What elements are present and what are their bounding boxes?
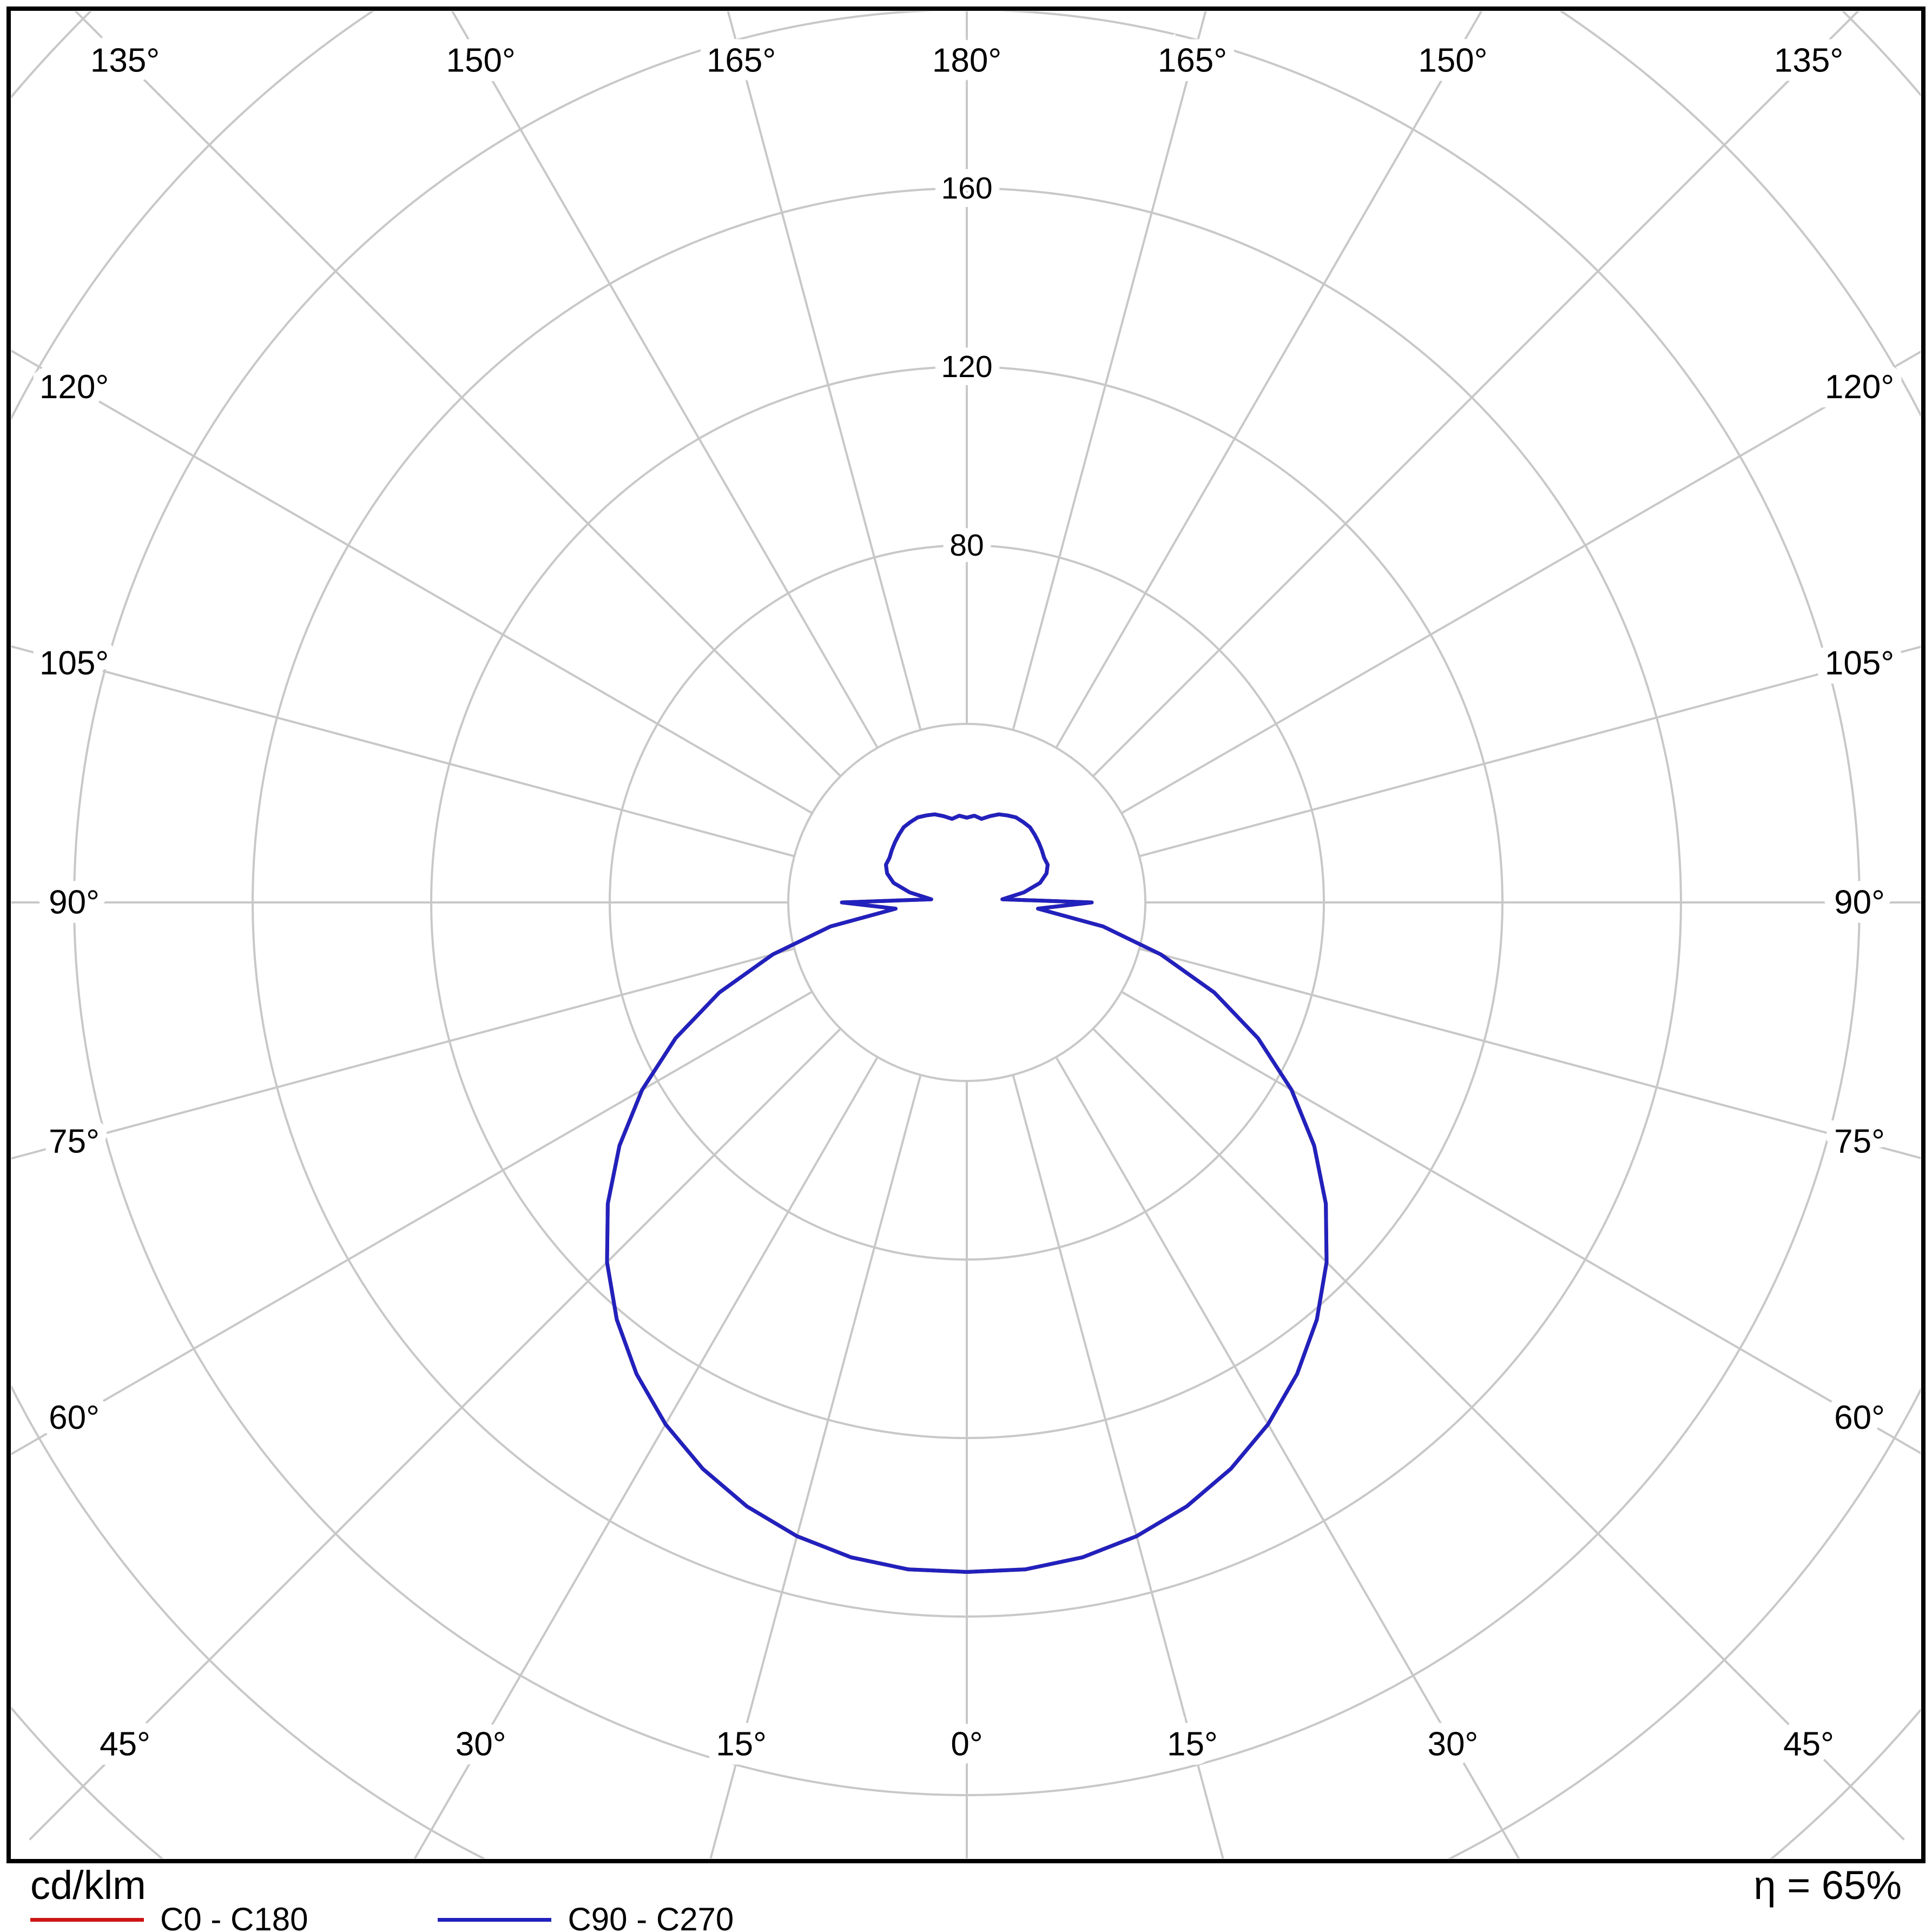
angle-label: 135° (90, 42, 160, 80)
angle-label: 0° (951, 1726, 983, 1763)
angle-label: 30° (456, 1726, 506, 1763)
angle-labels: 0° 15° 15° 30° 30° 45° 45° 60° 60° 75° 75° 90° 90° 10… (30, 33, 1903, 1772)
angle-label: 75° (49, 1123, 100, 1160)
radial-label: 120 (941, 350, 992, 384)
grid-spoke (1055, 1056, 1520, 1858)
curves (605, 812, 1329, 1574)
angle-label: 90° (1834, 884, 1885, 921)
radial-label: 80 (949, 528, 984, 563)
angle-label: 180° (932, 42, 1001, 80)
angle-label: 30° (1427, 1726, 1478, 1763)
grid-spoke (1120, 350, 1921, 814)
angle-label: 75° (1834, 1123, 1885, 1160)
chart-footer: cd/klm η = 65% C0 - C180 C90 - C270 (0, 1865, 1932, 1932)
grid-spoke (1139, 947, 1921, 1159)
angle-label: 15° (716, 1726, 767, 1763)
angle-label: 150° (1418, 42, 1487, 80)
grid-spoke (74, 11, 842, 777)
grid-spoke (1120, 991, 1921, 1455)
plot-frame (6, 6, 1926, 1863)
radial-label: 160 (941, 171, 992, 206)
grid-spoke (11, 350, 813, 814)
angle-label: 105° (1825, 644, 1894, 682)
grid-spoke (709, 1074, 922, 1858)
angle-label: 15° (1167, 1726, 1218, 1763)
angle-label: 120° (1825, 368, 1894, 406)
grid-spoke (1012, 11, 1207, 730)
angle-label: 90° (49, 884, 100, 921)
legend-line-blue (438, 1917, 552, 1922)
legend-item-c0-c180: C0 - C180 (30, 1903, 308, 1932)
legend-item-c90-c270: C90 - C270 (438, 1903, 734, 1932)
grid-spoke (11, 645, 795, 858)
grid-spoke (1012, 1074, 1224, 1858)
grid-spoke (1092, 1027, 1905, 1841)
grid-spoke (413, 1056, 879, 1858)
angle-label: 165° (707, 42, 776, 80)
angle-label: 60° (49, 1399, 100, 1436)
efficiency-label: η = 65% (1753, 1863, 1902, 1908)
angle-label: 120° (39, 368, 109, 406)
grid-spoke (1092, 11, 1860, 777)
legend-label-c90-c270: C90 - C270 (568, 1901, 734, 1932)
angle-label: 60° (1834, 1399, 1885, 1436)
grid-spoke (11, 947, 795, 1160)
angle-label: 105° (39, 644, 109, 682)
grid-spoke (1055, 11, 1483, 749)
legend-line-red (30, 1917, 144, 1922)
grid-spoke (29, 1027, 842, 1841)
angle-label: 45° (1783, 1726, 1834, 1763)
angle-label: 45° (100, 1726, 150, 1763)
radial-labels: 80 120 160 (933, 163, 1000, 571)
unit-label: cd/klm (30, 1863, 146, 1908)
grid-spoke (451, 11, 879, 749)
legend-label-c0-c180: C0 - C180 (160, 1901, 308, 1932)
grid-spoke (727, 11, 922, 730)
curve-c90-c270 (605, 812, 1329, 1574)
legend: C0 - C180 C90 - C270 (30, 1903, 863, 1932)
grid-spoke (11, 991, 813, 1455)
angle-label: 150° (446, 42, 516, 80)
angle-label: 165° (1158, 42, 1227, 80)
angle-label: 135° (1774, 42, 1843, 80)
grid-spoke (1139, 645, 1921, 858)
